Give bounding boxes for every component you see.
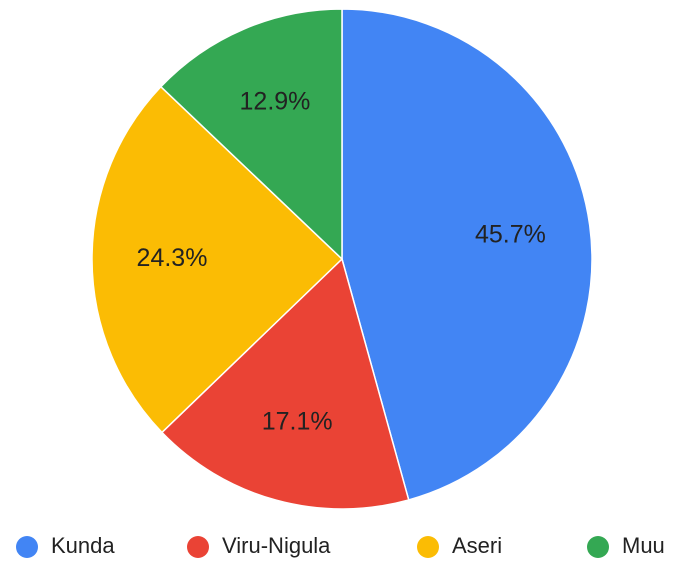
- value-label: 24.3%: [137, 244, 208, 272]
- legend-label: Viru-Nigula: [222, 533, 331, 558]
- pie-slice: [159, 8, 343, 261]
- legend-swatch: [587, 536, 609, 558]
- legend-label: Kunda: [51, 533, 115, 558]
- legend-label: Aseri: [452, 533, 502, 558]
- value-label: 12.9%: [240, 87, 311, 115]
- pie-slice: [160, 257, 410, 510]
- value-label: 45.7%: [475, 221, 546, 249]
- pie-slice: [91, 85, 344, 434]
- legend-label: Muu: [622, 533, 665, 558]
- legend-swatch: [417, 536, 439, 558]
- value-label: 17.1%: [262, 408, 333, 436]
- legend-swatch: [187, 536, 209, 558]
- pie-slice: [341, 8, 593, 501]
- legend-swatch: [16, 536, 38, 558]
